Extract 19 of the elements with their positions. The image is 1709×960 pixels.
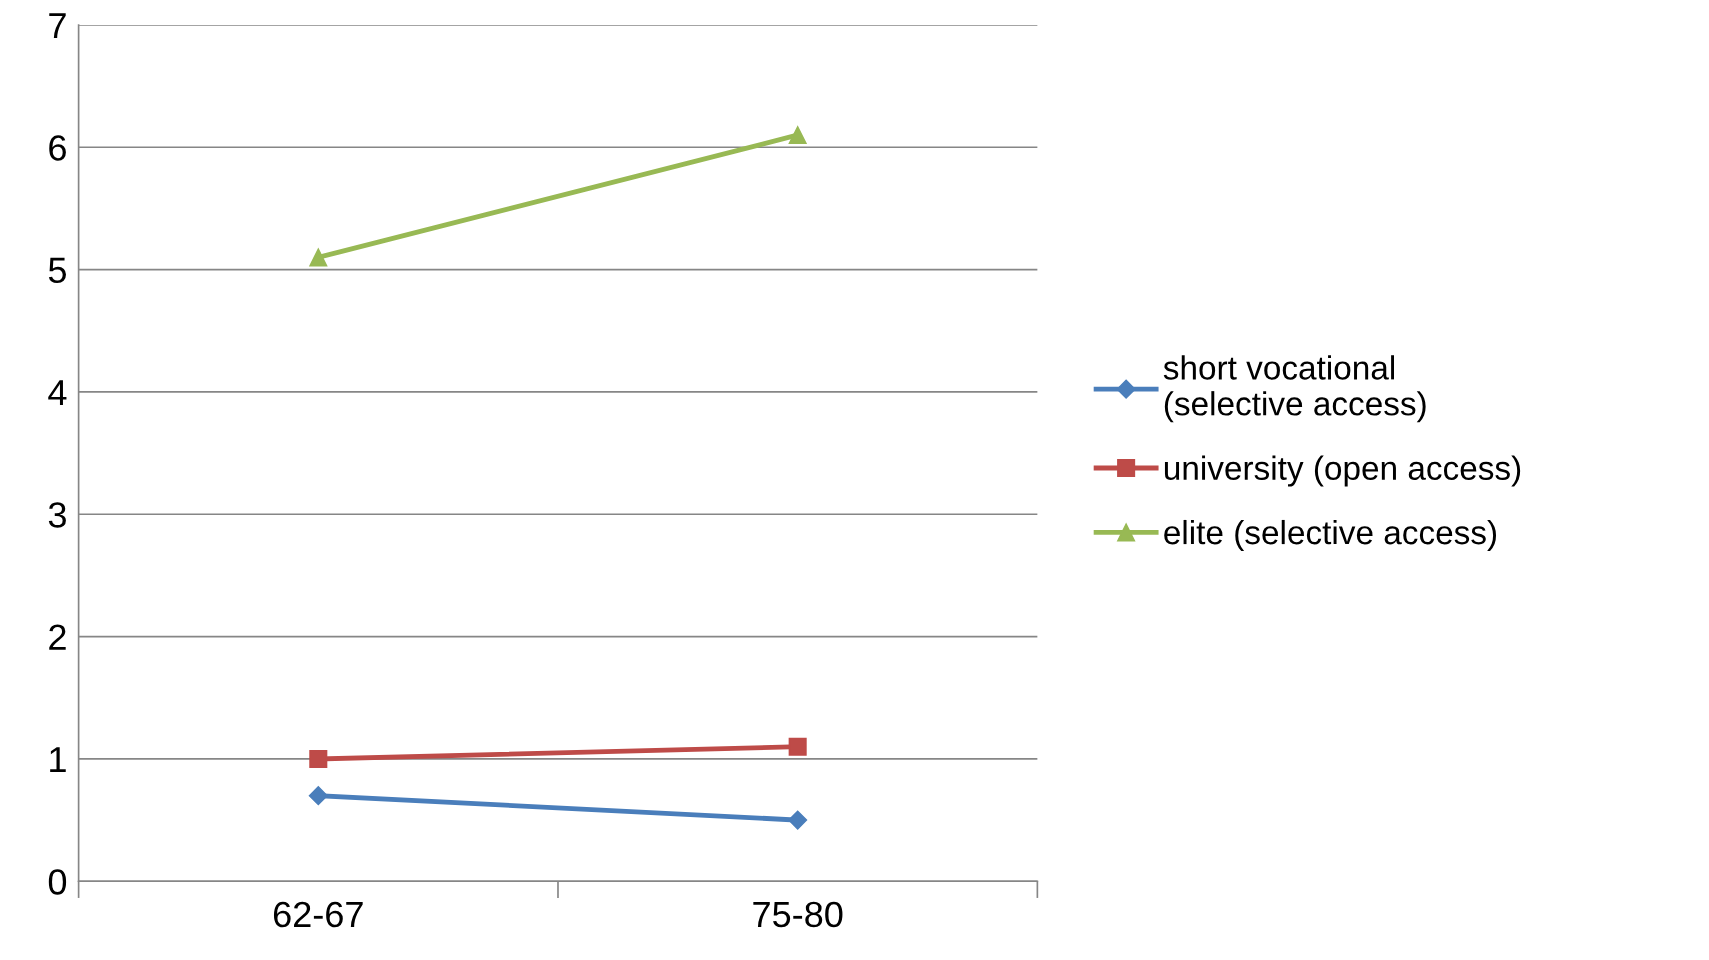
y-tick-label: 3 (48, 502, 66, 528)
y-tick-label: 5 (48, 257, 66, 284)
x-tick-label: 62-67 (273, 901, 363, 928)
y-tick-label: 4 (48, 380, 67, 406)
y-tick-label: 2 (49, 624, 66, 650)
y-tick-label: 0 (48, 869, 67, 895)
legend-label: short vocational (selective access) (1163, 355, 1426, 423)
point (309, 248, 328, 267)
point (309, 749, 328, 768)
legend-label: university (open access) (1164, 455, 1521, 487)
point (788, 126, 807, 145)
legend-label: elite (selective access) (1164, 519, 1497, 551)
y-tick-label: 6 (49, 135, 66, 161)
point (788, 810, 808, 830)
point (788, 737, 807, 756)
y-tick-label: 7 (49, 13, 66, 39)
x-tick-label: 75-80 (753, 901, 843, 928)
point (308, 786, 328, 806)
y-tick-label: 1 (50, 747, 66, 773)
